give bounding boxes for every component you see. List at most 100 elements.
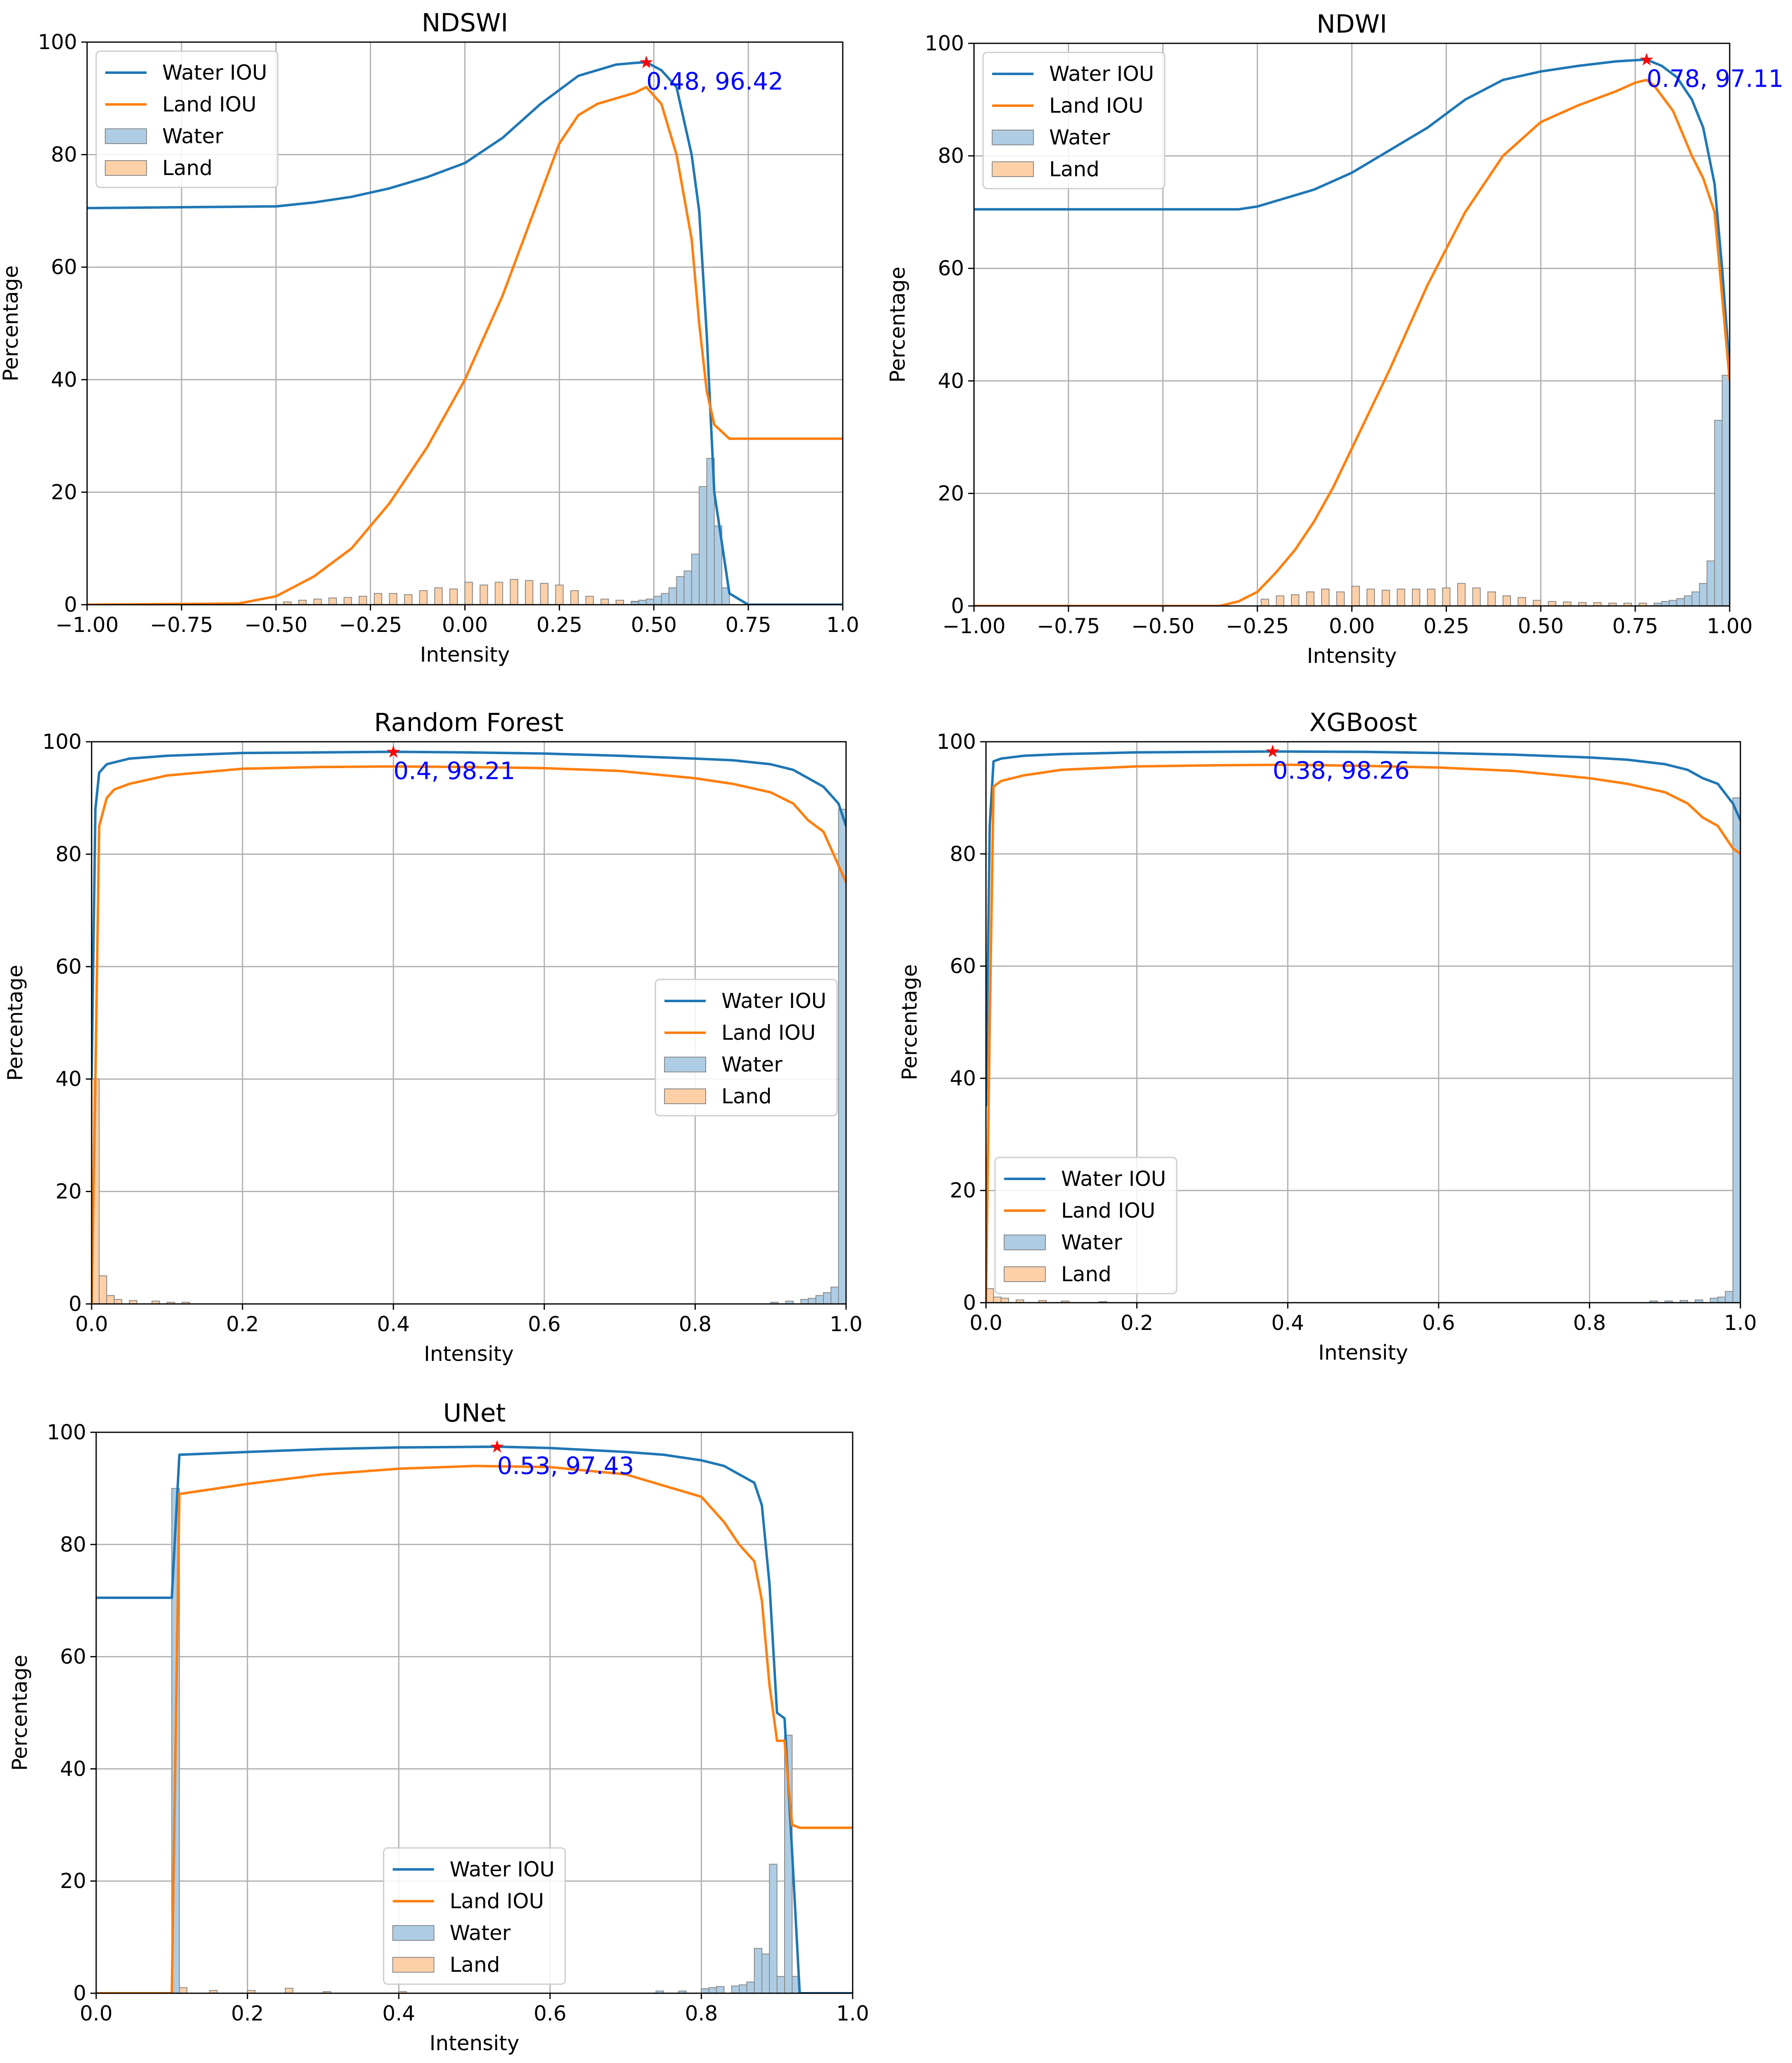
hist-bar-land [285, 1987, 293, 1993]
legend-label: Land [162, 156, 213, 180]
chart-title: UNet [443, 1398, 506, 1428]
chart-panel-5: 0.0 0.2 0.4 0.6 0.8 1.0 0 20 40 60 80 100 UNet Intens… [8, 1398, 869, 2055]
hist-bar-water [1664, 1300, 1673, 1303]
hist-bar-land [179, 1987, 187, 1993]
y-tick-label: 20 [938, 481, 964, 505]
series-line-land-iou [87, 86, 843, 605]
hist-bar-land [343, 597, 352, 605]
legend-swatch-patch [664, 1088, 706, 1104]
hist-bar-water [776, 1976, 785, 1993]
hist-bar-water [1661, 601, 1670, 606]
hist-bar-land [1608, 603, 1617, 606]
hist-bar-land [1306, 591, 1314, 606]
hist-bar-water [1669, 600, 1677, 606]
hist-bar-land [1502, 595, 1511, 606]
x-tick-label: −1.00 [942, 614, 1005, 638]
x-tick-label: 0.8 [679, 1312, 712, 1336]
hist-bar-land [1366, 589, 1375, 606]
x-axis-label: Intensity [1318, 1341, 1408, 1365]
optimum-star-marker: ★ [385, 741, 401, 762]
hist-bar-land [615, 600, 624, 605]
plot-area [87, 61, 843, 605]
hist-bar-land [106, 1295, 115, 1304]
hist-bar-land [359, 596, 367, 605]
hist-bar-water [1676, 598, 1685, 606]
hist-bar-land [480, 584, 488, 605]
legend-label: Land IOU [162, 92, 257, 116]
hist-bar-land [166, 1301, 175, 1304]
x-tick-label: 0.25 [1423, 614, 1469, 638]
y-tick-label: 80 [938, 144, 964, 168]
legend-label: Land IOU [721, 1021, 816, 1045]
chart-panel-3: 0.0 0.2 0.4 0.6 0.8 1.0 0 20 40 60 80 100 Random For… [3, 708, 863, 1366]
hist-bar-land [389, 593, 397, 605]
legend-label: Water IOU [450, 1857, 555, 1881]
y-axis-label: Percentage [886, 267, 910, 383]
y-tick-label: 60 [60, 1645, 86, 1669]
hist-bar-water [661, 593, 669, 605]
y-tick-label: 100 [925, 31, 964, 55]
y-tick-label: 80 [55, 842, 82, 866]
optimum-annotation: 0.53, 97.43 [497, 1452, 634, 1480]
hist-bar-water [769, 1864, 778, 1993]
legend: Water IOU Land IOU Water Land [994, 1157, 1177, 1294]
legend-label: Water [162, 124, 223, 148]
legend-label: Land IOU [450, 1889, 544, 1913]
hist-bar-land [1457, 583, 1466, 606]
hist-bar-land [1472, 587, 1481, 606]
legend-swatch-patch [664, 1057, 706, 1072]
chart-panel-2: −1.00 −0.75 −0.50 −0.25 0.00 0.25 0.50 0.75 1.00… [886, 9, 1784, 668]
hist-bar-water [638, 600, 647, 605]
y-tick-label: 0 [963, 1291, 976, 1315]
x-tick-label: 0.8 [685, 2001, 718, 2025]
legend-label: Water IOU [162, 61, 267, 85]
y-tick-label: 100 [38, 30, 77, 54]
hist-bar-water [815, 1295, 824, 1304]
legend-label: Land [1061, 1262, 1111, 1286]
x-axis-label: Intensity [424, 1342, 514, 1366]
y-axis-label: Percentage [0, 265, 23, 381]
hist-bar-land [1336, 591, 1345, 606]
hist-bar-land [419, 590, 428, 605]
y-tick-label: 40 [55, 1067, 82, 1091]
hist-bar-land [182, 1301, 190, 1304]
chart-title: NDWI [1317, 9, 1387, 39]
x-tick-label: 0.75 [725, 613, 771, 637]
chart-title: NDSWI [422, 8, 508, 38]
x-tick-label: 0.0 [80, 2001, 113, 2025]
x-tick-label: 0.6 [528, 1312, 561, 1336]
hist-bar-land [1638, 603, 1647, 606]
y-tick-label: 100 [43, 730, 82, 754]
hist-bar-water [1699, 583, 1708, 606]
axes-frame [95, 1431, 853, 1994]
hist-bar-land [434, 587, 443, 605]
hist-bar-water [739, 1984, 747, 1993]
x-tick-label: −0.25 [339, 613, 402, 637]
x-tick-label: 1.0 [1724, 1311, 1757, 1335]
legend-swatch-patch [392, 1957, 435, 1973]
x-tick-label: −0.25 [1226, 614, 1289, 638]
y-tick-label: 40 [938, 369, 964, 393]
hist-bar-land [600, 599, 609, 605]
legend: Water IOU Land IOU Water Land [383, 1847, 566, 1985]
hist-bar-water [716, 1986, 725, 1993]
x-tick-label: 0.8 [1573, 1311, 1606, 1335]
hist-bar-water [731, 1985, 740, 1993]
plot-area [96, 1445, 853, 1993]
y-tick-label: 40 [60, 1757, 86, 1781]
legend-box [655, 979, 838, 1117]
hist-bar-land [1321, 589, 1330, 606]
legend-swatch-patch [1004, 1235, 1046, 1250]
x-tick-label: 1.0 [836, 2001, 869, 2025]
hist-bar-land [449, 588, 458, 605]
hist-bar-land [283, 601, 292, 605]
hist-bar-land [1260, 599, 1270, 606]
hist-bar-land [1397, 589, 1405, 606]
y-tick-label: 60 [950, 954, 976, 978]
hist-bar-land [1593, 602, 1602, 606]
hist-bar-land [1578, 602, 1587, 606]
y-tick-label: 0 [64, 593, 77, 617]
chart-panel-4: 0.0 0.2 0.4 0.6 0.8 1.0 0 20 40 60 80 100 XGBoost Int… [898, 708, 1757, 1365]
y-tick-label: 20 [55, 1180, 82, 1204]
legend-box [994, 1157, 1177, 1294]
